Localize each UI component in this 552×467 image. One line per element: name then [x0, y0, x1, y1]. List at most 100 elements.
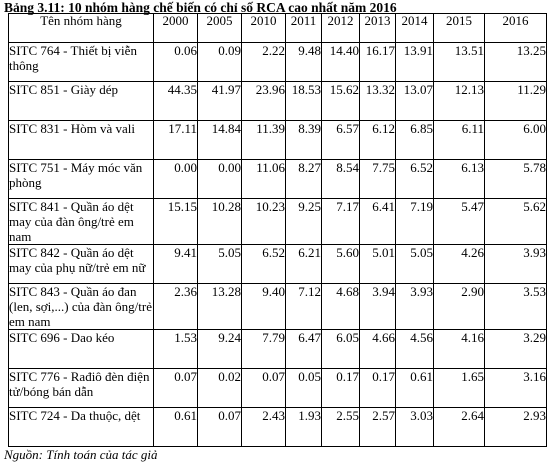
value-cell: 8.54 — [321, 159, 360, 199]
row-name-cell: SITC 764 - Thiết bị viễn thông — [8, 42, 154, 82]
row-name-cell: SITC 851 - Giày dép — [8, 81, 154, 121]
value-cell: 0.61 — [153, 407, 198, 447]
value-cell: 10.23 — [241, 198, 286, 245]
value-cell: 6.05 — [321, 329, 360, 369]
value-cell: 2.22 — [241, 42, 286, 82]
value-cell: 7.75 — [359, 159, 396, 199]
value-cell: 13.32 — [359, 81, 396, 121]
table-row: SITC 843 - Quần áo đan (len, sợi,...) củ… — [8, 283, 547, 330]
value-cell: 2.64 — [433, 407, 485, 447]
value-cell: 0.00 — [153, 159, 198, 199]
value-cell: 5.62 — [484, 198, 547, 245]
header-year: 2016 — [484, 13, 547, 43]
table-body: SITC 764 - Thiết bị viễn thông 0.06 0.09 2.… — [8, 42, 547, 447]
value-cell: 6.47 — [285, 329, 322, 369]
table-row: SITC 696 - Dao kéo 1.53 9.24 7.79 6.47 6.05 4.… — [8, 329, 547, 369]
value-cell: 6.85 — [395, 120, 434, 160]
value-cell: 9.25 — [285, 198, 322, 245]
value-cell: 5.47 — [433, 198, 485, 245]
value-cell: 0.07 — [153, 368, 198, 408]
value-cell: 7.79 — [241, 329, 286, 369]
value-cell: 13.51 — [433, 42, 485, 82]
row-name-cell: SITC 776 - Rađiô đèn điện tử/bóng bán dẫ… — [8, 368, 154, 408]
value-cell: 6.12 — [359, 120, 396, 160]
value-cell: 23.96 — [241, 81, 286, 121]
value-cell: 7.12 — [285, 283, 322, 330]
value-cell: 4.68 — [321, 283, 360, 330]
value-cell: 16.17 — [359, 42, 396, 82]
value-cell: 8.39 — [285, 120, 322, 160]
value-cell: 3.93 — [484, 244, 547, 284]
value-cell: 2.90 — [433, 283, 485, 330]
value-cell: 13.28 — [197, 283, 242, 330]
value-cell: 4.66 — [359, 329, 396, 369]
value-cell: 13.91 — [395, 42, 434, 82]
value-cell: 0.61 — [395, 368, 434, 408]
table-row: SITC 831 - Hòm và vali 17.11 14.84 11.39 8.3… — [8, 120, 547, 160]
table-row: SITC 724 - Da thuộc, dệt 0.61 0.07 2.43 1.93… — [8, 407, 547, 447]
value-cell: 12.13 — [433, 81, 485, 121]
value-cell: 0.17 — [321, 368, 360, 408]
row-name-cell: SITC 696 - Dao kéo — [8, 329, 154, 369]
value-cell: 2.43 — [241, 407, 286, 447]
value-cell: 0.17 — [359, 368, 396, 408]
table-row: SITC 751 - Máy móc văn phòng 0.00 0.00 11.0… — [8, 159, 547, 199]
value-cell: 15.15 — [153, 198, 198, 245]
value-cell: 6.13 — [433, 159, 485, 199]
value-cell: 11.06 — [241, 159, 286, 199]
value-cell: 1.53 — [153, 329, 198, 369]
value-cell: 3.03 — [395, 407, 434, 447]
value-cell: 5.05 — [197, 244, 242, 284]
header-year: 2012 — [321, 13, 360, 43]
value-cell: 0.05 — [285, 368, 322, 408]
header-year: 2000 — [153, 13, 198, 43]
value-cell: 6.41 — [359, 198, 396, 245]
value-cell: 0.02 — [197, 368, 242, 408]
value-cell: 11.29 — [484, 81, 547, 121]
value-cell: 1.93 — [285, 407, 322, 447]
value-cell: 5.78 — [484, 159, 547, 199]
value-cell: 6.00 — [484, 120, 547, 160]
header-year: 2013 — [359, 13, 396, 43]
header-row: Tên nhóm hàng 2000 2005 2010 2011 2012 2… — [8, 13, 547, 43]
value-cell: 0.06 — [153, 42, 198, 82]
row-name-cell: SITC 751 - Máy móc văn phòng — [8, 159, 154, 199]
value-cell: 2.55 — [321, 407, 360, 447]
value-cell: 0.07 — [197, 407, 242, 447]
row-name-cell: SITC 841 - Quần áo dệt may của đàn ông/t… — [8, 198, 154, 245]
value-cell: 14.40 — [321, 42, 360, 82]
row-name-cell: SITC 831 - Hòm và vali — [8, 120, 154, 160]
header-year: 2014 — [395, 13, 434, 43]
value-cell: 8.27 — [285, 159, 322, 199]
header-year: 2005 — [197, 13, 242, 43]
value-cell: 7.17 — [321, 198, 360, 245]
value-cell: 9.24 — [197, 329, 242, 369]
value-cell: 0.00 — [197, 159, 242, 199]
value-cell: 6.11 — [433, 120, 485, 160]
value-cell: 5.60 — [321, 244, 360, 284]
value-cell: 15.62 — [321, 81, 360, 121]
value-cell: 4.16 — [433, 329, 485, 369]
table-row: SITC 841 - Quần áo dệt may của đàn ông/t… — [8, 198, 547, 245]
table-row: SITC 764 - Thiết bị viễn thông 0.06 0.09 2.… — [8, 42, 547, 82]
value-cell: 7.19 — [395, 198, 434, 245]
table-row: SITC 776 - Rađiô đèn điện tử/bóng bán dẫ… — [8, 368, 547, 408]
value-cell: 18.53 — [285, 81, 322, 121]
value-cell: 6.52 — [241, 244, 286, 284]
value-cell: 13.07 — [395, 81, 434, 121]
header-year: 2015 — [433, 13, 485, 43]
value-cell: 1.65 — [433, 368, 485, 408]
value-cell: 6.52 — [395, 159, 434, 199]
value-cell: 13.25 — [484, 42, 547, 82]
value-cell: 41.97 — [197, 81, 242, 121]
rca-table: Tên nhóm hàng 2000 2005 2010 2011 2012 2… — [8, 13, 547, 447]
header-year: 2011 — [285, 13, 322, 43]
value-cell: 3.94 — [359, 283, 396, 330]
value-cell: 2.36 — [153, 283, 198, 330]
value-cell: 4.56 — [395, 329, 434, 369]
row-name-cell: SITC 842 - Quần áo dệt may của phụ nữ/tr… — [8, 244, 154, 284]
table-row: SITC 851 - Giày dép 44.35 41.97 23.96 18.53 1… — [8, 81, 547, 121]
header-name: Tên nhóm hàng — [8, 13, 154, 43]
value-cell: 0.09 — [197, 42, 242, 82]
value-cell: 3.29 — [484, 329, 547, 369]
